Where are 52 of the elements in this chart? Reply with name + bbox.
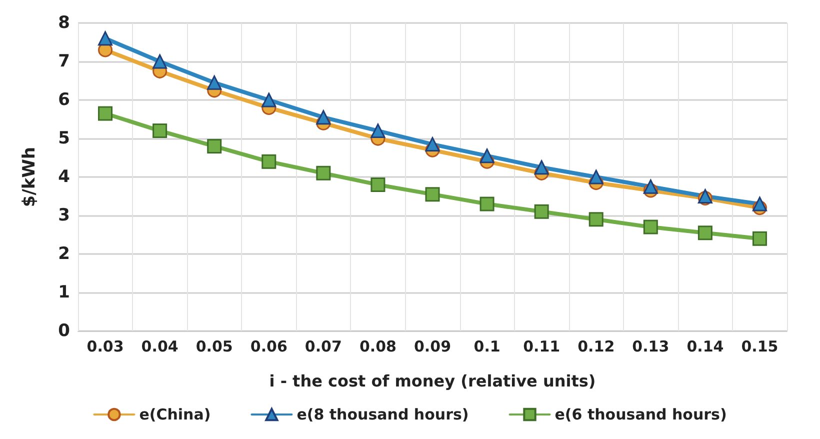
point	[98, 106, 113, 121]
point	[534, 204, 549, 219]
point	[698, 226, 712, 240]
x-tick-label: 0.09	[414, 338, 452, 356]
y-tick-label: 2	[58, 244, 70, 264]
y-tick-label: 3	[58, 206, 70, 226]
point	[643, 179, 658, 194]
point	[152, 54, 168, 69]
y-tick-label: 8	[58, 13, 70, 33]
point	[316, 110, 331, 125]
x-axis-title: i - the cost of money (relative units)	[269, 372, 596, 390]
x-tick-label: 0.04	[141, 338, 178, 356]
y-tick-label: 4	[58, 167, 70, 187]
point	[752, 196, 767, 212]
point	[425, 137, 440, 152]
legend-label: e(China)	[139, 406, 211, 424]
x-tick-label: 0.07	[304, 338, 342, 356]
point	[316, 166, 331, 180]
x-tick-label: 0.03	[86, 338, 124, 356]
point	[370, 177, 386, 192]
x-tick-label: 0.08	[359, 338, 396, 356]
point	[752, 231, 767, 246]
point	[480, 196, 494, 212]
y-axis-title: $/kWh	[20, 146, 40, 208]
point	[588, 170, 604, 184]
y-tick-label: 0	[58, 321, 70, 341]
point	[207, 138, 222, 154]
x-tick-label: 0.11	[523, 338, 560, 356]
x-tick-label: 0.13	[632, 338, 670, 356]
x-tick-label: 0.05	[196, 338, 233, 356]
x-tick-label: 0.14	[686, 338, 724, 356]
point	[480, 148, 494, 164]
y-tick-label: 5	[58, 128, 70, 148]
point	[370, 124, 386, 138]
x-tick-label: 0.06	[250, 338, 288, 356]
point	[152, 124, 168, 138]
legend-label: e(6 thousand hours)	[554, 406, 727, 424]
legend-label: e(8 thousand hours)	[296, 406, 469, 424]
y-tick-label: 7	[58, 52, 70, 72]
point	[588, 212, 604, 227]
y-tick-label: 1	[58, 282, 70, 302]
x-tick-label: 0.15	[741, 338, 778, 356]
point	[207, 75, 222, 90]
point	[425, 187, 440, 202]
point	[262, 92, 276, 108]
x-tick-label: 0.1	[474, 338, 500, 356]
x-tick-label: 0.12	[578, 338, 615, 356]
point	[534, 160, 549, 175]
point	[262, 154, 276, 169]
point	[643, 220, 658, 234]
y-tick-label: 6	[58, 90, 70, 110]
point	[98, 31, 113, 46]
